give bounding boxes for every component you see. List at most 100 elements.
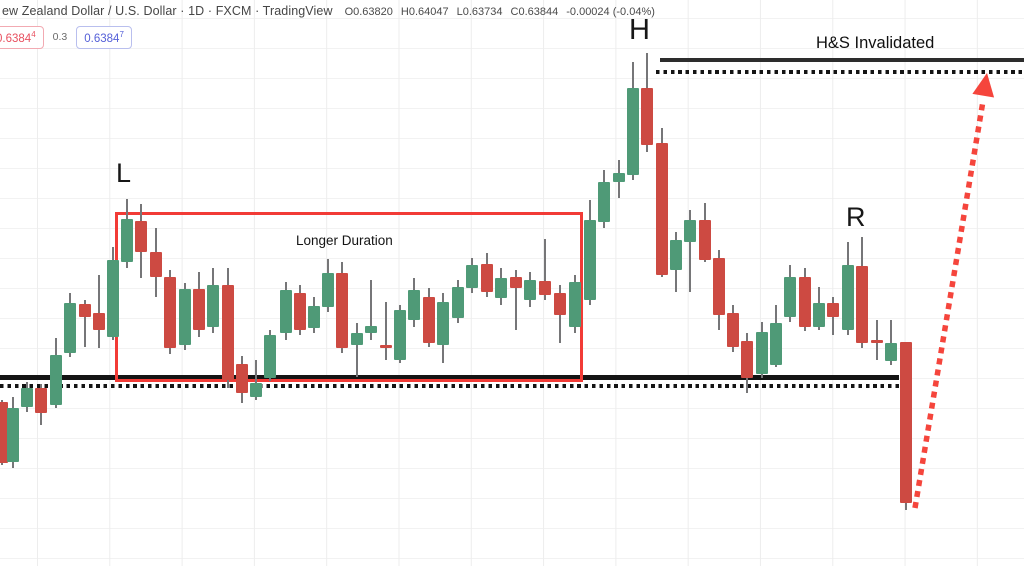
candle-body (495, 278, 507, 298)
invalidation-line-solid (660, 58, 1024, 62)
candle-body (280, 290, 292, 333)
candle-body (150, 252, 162, 277)
candle-body (770, 323, 782, 365)
candle-wick (84, 300, 86, 347)
ask-sup-digit: 7 (119, 30, 124, 39)
buy-price-button[interactable]: 0.63847 (76, 26, 132, 49)
neckline-solid (0, 375, 899, 380)
candle-body (627, 88, 639, 175)
candle-body (713, 258, 725, 315)
candle-wick (98, 275, 100, 348)
candle-body (264, 335, 276, 378)
candle-body (784, 277, 796, 317)
candle-body (50, 355, 62, 405)
candle-body (641, 88, 653, 145)
neckline-dotted (0, 384, 908, 388)
candle-body (699, 220, 711, 260)
quote-row: 0.63844 0.3 0.63847 (0, 26, 132, 49)
invalidation-line-dotted (656, 70, 1024, 74)
candle-body (569, 282, 581, 327)
candle-body (380, 345, 392, 348)
candle-body (21, 388, 33, 407)
candle-body (107, 260, 119, 337)
candle-body (64, 303, 76, 353)
candle-body (554, 293, 566, 315)
candle-wick (544, 239, 546, 300)
candle-body (294, 293, 306, 330)
candle-body (584, 220, 596, 300)
left-shoulder-label: L (116, 158, 132, 188)
candle-body (900, 342, 912, 503)
candle-body (524, 280, 536, 300)
candle-body (613, 173, 625, 182)
candle-body (222, 285, 234, 380)
candle-body (885, 343, 897, 361)
ohlc-high: H0.64047 (400, 6, 449, 18)
candle-body (452, 287, 464, 318)
invalidated-label: H&S Invalidated (816, 34, 935, 52)
ohlc-low: L0.63734 (456, 6, 503, 18)
head-label: H (629, 14, 650, 46)
candle-body (336, 273, 348, 348)
candle-body (741, 341, 753, 378)
candle-wick (689, 210, 691, 292)
candle-body (799, 277, 811, 327)
candle-body (351, 333, 363, 345)
candle-body (656, 143, 668, 275)
candle-body (437, 302, 449, 345)
candle-wick (515, 270, 517, 330)
candle-body (842, 265, 854, 330)
ohlc-open: O0.63820 (344, 6, 393, 18)
candle-body (179, 289, 191, 345)
candle-body (322, 273, 334, 307)
candle-body (598, 182, 610, 222)
candle-body (510, 277, 522, 288)
candle-body (164, 277, 176, 348)
candle-body (394, 310, 406, 360)
bid-sup-digit: 4 (31, 30, 36, 39)
candle-body (684, 220, 696, 242)
sell-price-button[interactable]: 0.63844 (0, 26, 44, 49)
candle-body (539, 281, 551, 295)
candle-body (121, 219, 133, 262)
candle-body (827, 303, 839, 317)
candle-body (93, 313, 105, 330)
candle-body (856, 266, 868, 343)
candle-wick (356, 323, 358, 377)
candle-body (408, 290, 420, 320)
bid-value: 0.6384 (0, 32, 32, 45)
candle-body (0, 402, 8, 463)
candle-body (207, 285, 219, 327)
candle-wick (370, 280, 372, 340)
candle-body (193, 289, 205, 330)
candle-wick (255, 360, 257, 400)
candle-body (481, 264, 493, 292)
candle-body (7, 408, 19, 462)
rectangle-label: Longer Duration (296, 233, 393, 248)
candle-body (135, 221, 147, 252)
candle-body (236, 364, 248, 393)
candle-body (423, 297, 435, 343)
candle-body (35, 388, 47, 413)
right-shoulder-label: R (846, 202, 866, 232)
candle-body (756, 332, 768, 374)
ohlc-change: -0.00024 (-0.04%) (566, 6, 655, 18)
spread-value: 0.3 (52, 31, 68, 44)
candle-body (365, 326, 377, 333)
candle-body (871, 340, 883, 343)
candle-body (727, 313, 739, 347)
candle-body (813, 303, 825, 327)
candle-body (308, 306, 320, 328)
chart-legend-header: ew Zealand Dollar / U.S. Dollar · 1D · F… (2, 2, 663, 20)
candle-wick (890, 320, 892, 365)
candle-wick (385, 302, 387, 360)
ohlc-readout: O0.63820 H0.64047 L0.63734 C0.63844 -0.00024… (345, 6, 663, 18)
candle-body (466, 265, 478, 288)
ohlc-close: C0.63844 (510, 6, 559, 18)
symbol-title[interactable]: ew Zealand Dollar / U.S. Dollar · 1D · F… (2, 4, 333, 18)
candle-body (670, 240, 682, 270)
candle-body (79, 304, 91, 317)
candle-body (250, 383, 262, 397)
ask-value: 0.6384 (84, 32, 120, 45)
